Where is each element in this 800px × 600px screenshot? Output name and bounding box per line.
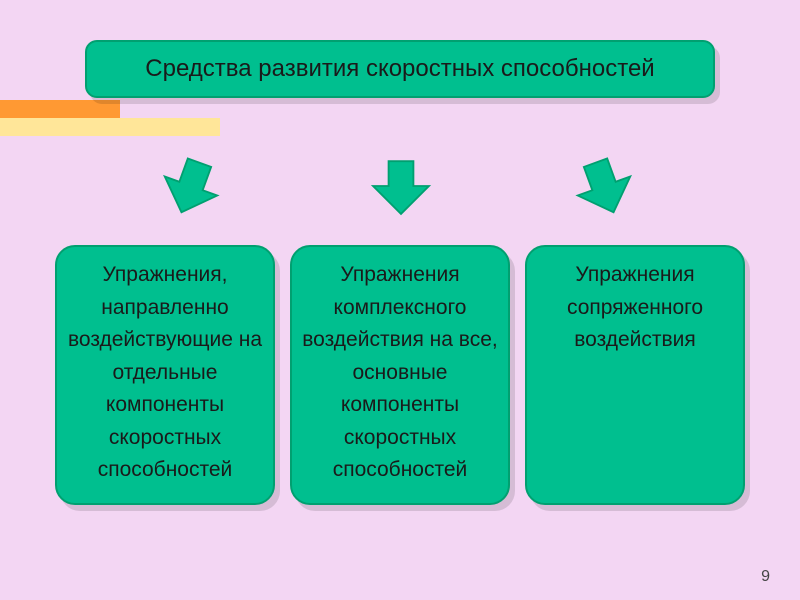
arrow-down-right: [564, 146, 643, 225]
card-2-text: Упражнения комплексного воздействия на в…: [302, 263, 497, 481]
arrow-down-left: [151, 146, 230, 225]
diagram-title-text: Средства развития скоростных способносте…: [145, 55, 654, 83]
card-3-text: Упражнения сопряженного воздействия: [567, 263, 703, 351]
diagram-title: Средства развития скоростных способносте…: [85, 40, 715, 98]
card-3: Упражнения сопряженного воздействия: [525, 245, 745, 505]
card-1-text: Упражнения, направленно воздействующие н…: [68, 263, 262, 481]
accent-stripe-yellow: [0, 118, 220, 136]
arrow-down-center: [370, 155, 432, 217]
page-number: 9: [761, 568, 770, 586]
card-2: Упражнения комплексного воздействия на в…: [290, 245, 510, 505]
card-1: Упражнения, направленно воздействующие н…: [55, 245, 275, 505]
